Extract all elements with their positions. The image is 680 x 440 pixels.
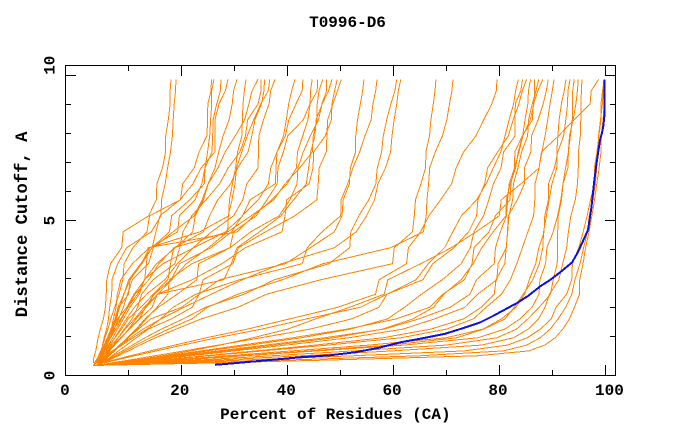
- svg-text:40: 40: [277, 382, 296, 400]
- svg-text:20: 20: [170, 382, 189, 400]
- svg-text:60: 60: [382, 382, 401, 400]
- svg-text:5: 5: [42, 216, 60, 226]
- svg-text:Percent of Residues (CA): Percent of Residues (CA): [220, 406, 450, 424]
- svg-text:10: 10: [42, 56, 60, 75]
- svg-text:0: 0: [60, 382, 70, 400]
- svg-text:Distance Cutoff, A: Distance Cutoff, A: [14, 131, 33, 317]
- svg-text:80: 80: [488, 382, 507, 400]
- svg-text:T0996-D6: T0996-D6: [309, 14, 386, 32]
- svg-text:0: 0: [42, 371, 60, 381]
- svg-text:100: 100: [595, 382, 624, 400]
